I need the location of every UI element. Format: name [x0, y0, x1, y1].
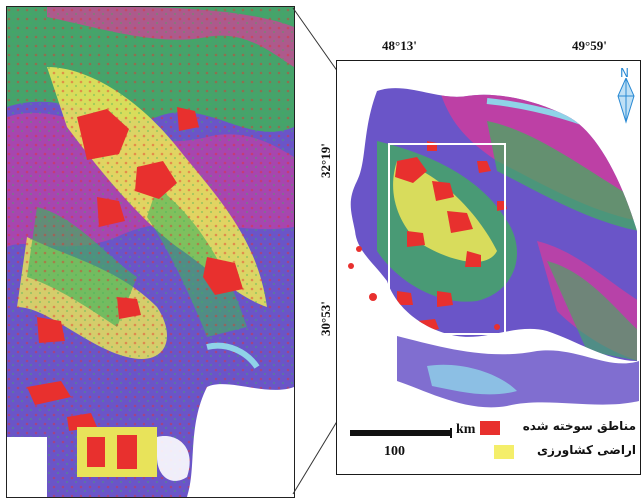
scale-unit: km	[456, 422, 476, 437]
scale-bar: km 100	[350, 422, 480, 464]
legend-label-burned: مناطق سوخته شده	[522, 419, 636, 433]
legend-item-agriculture: اراضی کشاورزی	[480, 442, 638, 462]
legend-swatch-agriculture	[494, 445, 514, 459]
legend: مناطق سوخته شده اراضی کشاورزی	[480, 418, 638, 468]
latitude-bottom-label: 30°53'	[318, 301, 333, 336]
scale-value: 100	[384, 444, 405, 459]
north-letter: N	[620, 66, 629, 80]
north-arrow-icon	[617, 78, 635, 124]
scale-bar-line	[350, 430, 450, 436]
zoom-inset-image	[7, 7, 294, 497]
longitude-left-label: 48°13'	[382, 38, 417, 53]
legend-swatch-burned	[480, 421, 500, 435]
main-map-image	[348, 88, 639, 408]
legend-item-burned: مناطق سوخته شده	[480, 418, 638, 438]
legend-label-agriculture: اراضی کشاورزی	[536, 443, 636, 457]
north-arrow: N	[614, 66, 638, 126]
zoom-inset-panel	[6, 6, 295, 498]
latitude-top-label: 32°19'	[318, 143, 333, 178]
scale-bar-end-tick	[450, 428, 452, 438]
longitude-right-label: 49°59'	[572, 38, 607, 53]
